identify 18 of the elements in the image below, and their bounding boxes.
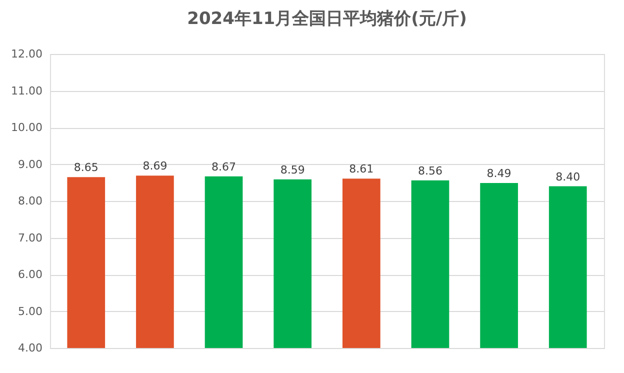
data-label: 8.67: [212, 160, 236, 174]
y-tick-label: 11.00: [11, 84, 42, 98]
y-tick-label: 9.00: [18, 158, 42, 171]
data-label: 8.65: [74, 161, 98, 174]
chart-title: 2024年11月全国日平均猪价(元/斤): [187, 9, 467, 29]
y-tick-label: 6.00: [18, 268, 42, 281]
y-tick-label: 8.00: [18, 194, 42, 208]
data-label: 8.69: [142, 160, 168, 173]
data-label: 8.56: [418, 164, 442, 178]
data-label: 8.40: [556, 170, 580, 184]
data-label: 8.61: [349, 162, 374, 176]
data-label: 8.49: [486, 166, 512, 180]
y-tick-label: 7.00: [18, 231, 42, 244]
data-label: 8.59: [280, 163, 305, 176]
y-tick-label: 5.00: [18, 304, 42, 318]
y-tick-label: 12.00: [11, 48, 42, 60]
y-tick-label: 4.00: [18, 342, 42, 354]
y-tick-label: 10.00: [11, 121, 42, 134]
